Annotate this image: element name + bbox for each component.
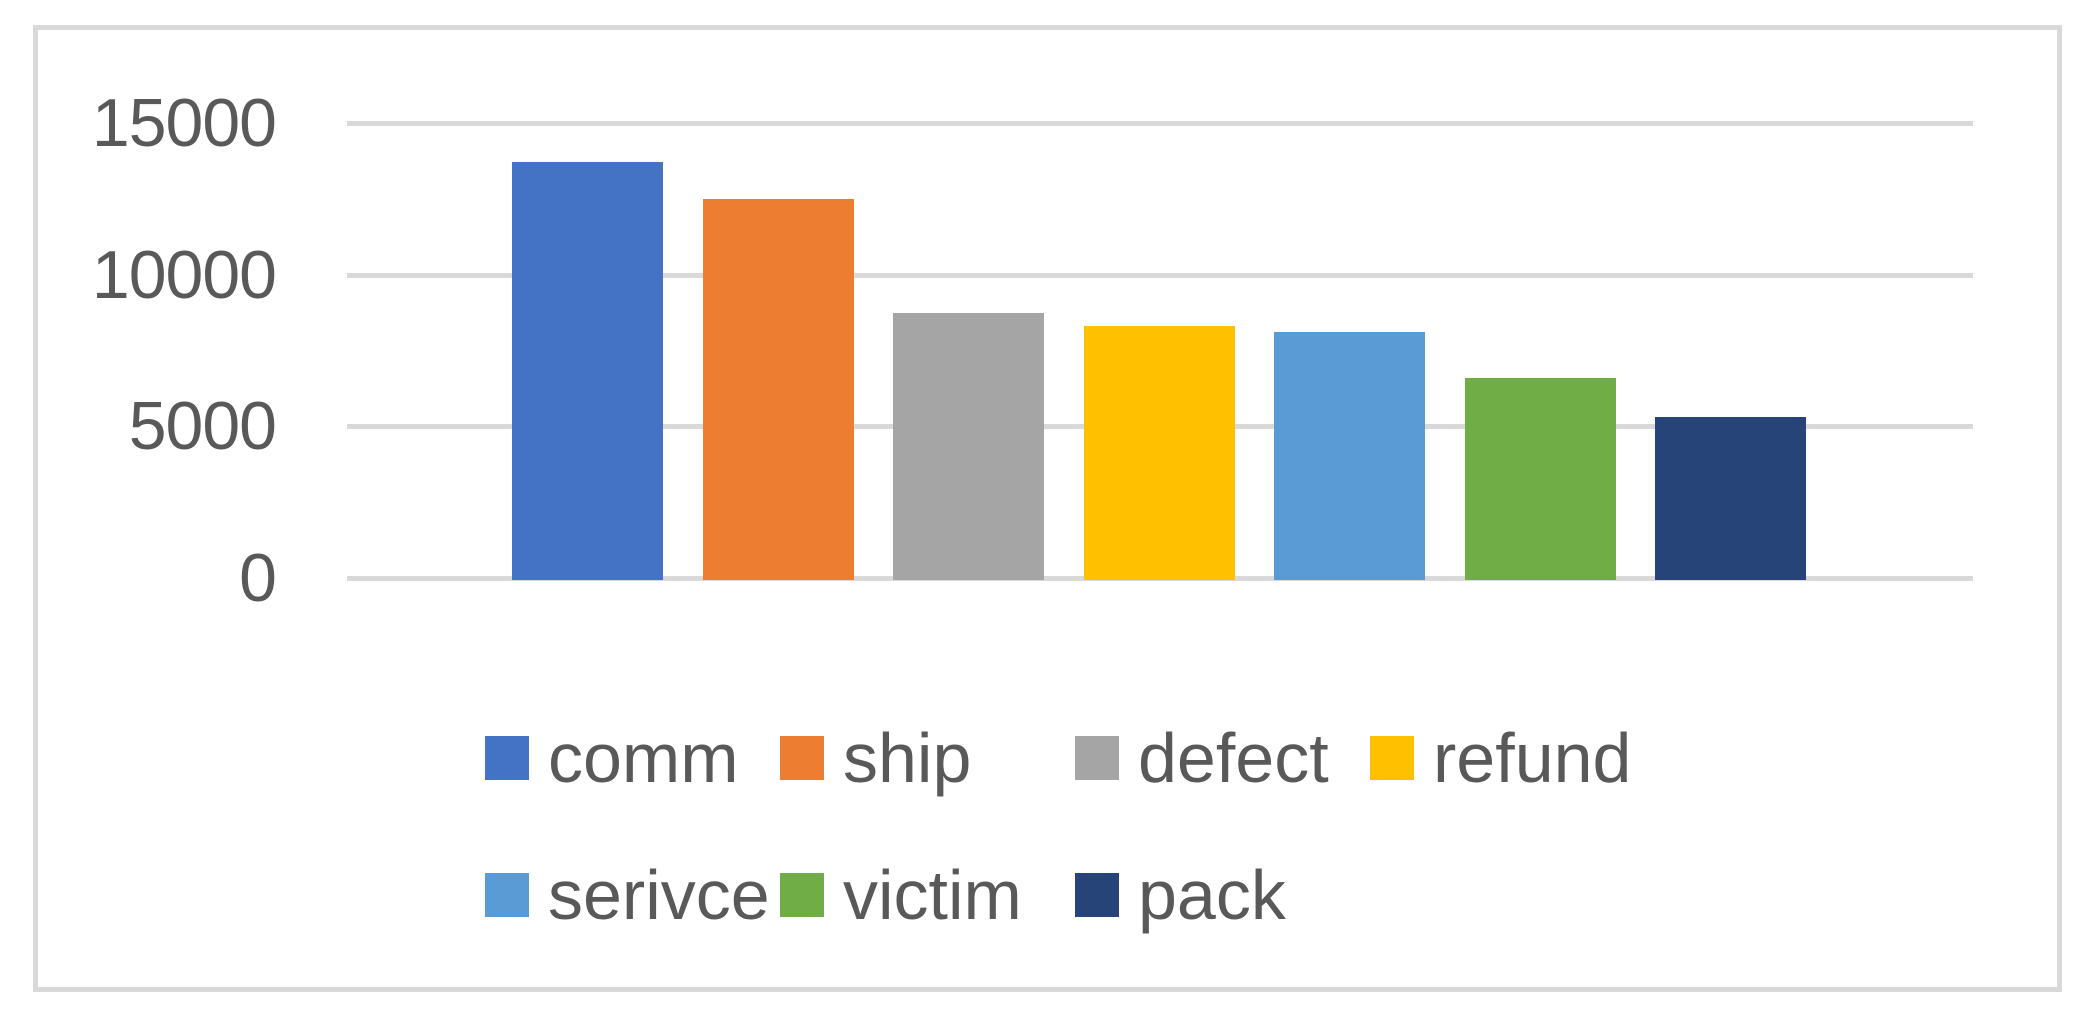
- bar-comm: [512, 162, 663, 580]
- legend-item-ship: ship: [780, 723, 971, 793]
- bar-serivce: [1274, 332, 1425, 580]
- bar-pack: [1655, 417, 1806, 580]
- legend-swatch-comm: [485, 736, 529, 780]
- legend-item-refund: refund: [1370, 723, 1631, 793]
- bar-defect: [893, 313, 1044, 580]
- legend-label-defect: defect: [1138, 719, 1329, 797]
- legend-label-comm: comm: [548, 719, 739, 797]
- bar-ship: [703, 199, 854, 580]
- legend-swatch-refund: [1370, 736, 1414, 780]
- legend-label-refund: refund: [1433, 719, 1632, 797]
- legend-swatch-victim: [780, 873, 824, 917]
- y-axis-tick-label: 15000: [91, 85, 277, 161]
- bar-victim: [1465, 378, 1616, 580]
- gridline-15000: [347, 121, 1973, 126]
- legend-item-serivce: serivce: [485, 860, 770, 930]
- legend-item-defect: defect: [1075, 723, 1329, 793]
- y-axis-tick-label: 5000: [128, 388, 277, 465]
- legend-label-serivce: serivce: [548, 856, 770, 934]
- y-axis-tick-label: 10000: [91, 236, 277, 313]
- legend-item-comm: comm: [485, 723, 739, 793]
- y-axis-tick-label: 0: [239, 540, 277, 616]
- legend-label-pack: pack: [1138, 856, 1286, 934]
- legend-item-victim: victim: [780, 860, 1022, 930]
- bar-refund: [1084, 326, 1235, 580]
- legend-swatch-serivce: [485, 873, 529, 917]
- legend-label-ship: ship: [843, 719, 972, 797]
- legend-swatch-pack: [1075, 873, 1119, 917]
- legend-swatch-ship: [780, 736, 824, 780]
- legend-label-victim: victim: [843, 856, 1022, 934]
- legend-swatch-defect: [1075, 736, 1119, 780]
- legend-item-pack: pack: [1075, 860, 1286, 930]
- gridline-10000: [347, 272, 1973, 278]
